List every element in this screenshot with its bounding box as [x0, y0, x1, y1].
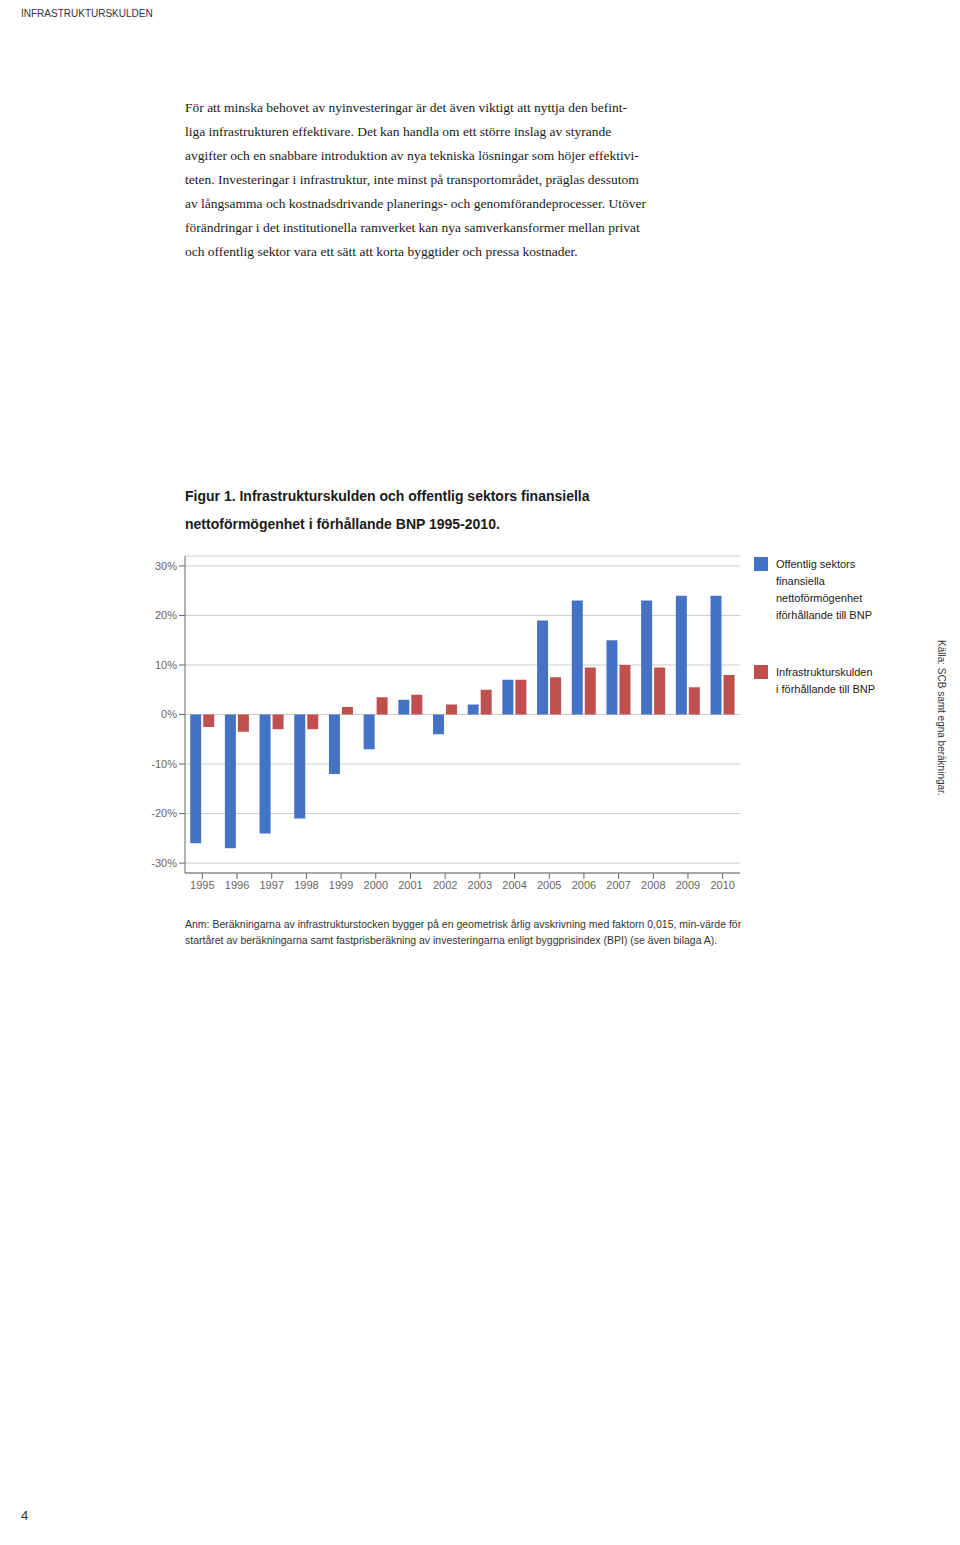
svg-text:2010: 2010 — [710, 879, 734, 891]
svg-text:20%: 20% — [155, 609, 177, 621]
html-text:Anm: Beräkningarna av infrastr: Anm: Beräkningarna av infrastrukturstock… — [185, 918, 742, 946]
svg-text:2005: 2005 — [537, 879, 561, 891]
svg-text:2000: 2000 — [364, 879, 388, 891]
svg-text:2001: 2001 — [398, 879, 422, 891]
svg-text:1997: 1997 — [259, 879, 283, 891]
html-text:Figur 1. Infrastrukturskulden: Figur 1. Infrastrukturskulden och offent… — [185, 488, 590, 532]
svg-text:1995: 1995 — [190, 879, 214, 891]
svg-text:-10%: -10% — [151, 758, 177, 770]
svg-text:2004: 2004 — [502, 879, 526, 891]
svg-text:1999: 1999 — [329, 879, 353, 891]
svg-text:2003: 2003 — [468, 879, 492, 891]
html-text:Infrastrukturskulden i förhåll: Infrastrukturskulden i förhållande till … — [776, 666, 876, 695]
html-text:Källa: SCB samt egna beräkning: Källa: SCB samt egna beräkningar. — [936, 640, 947, 796]
svg-text:-30%: -30% — [151, 857, 177, 869]
html-text:INFRASTRUKTURSKULDEN: INFRASTRUKTURSKULDEN — [21, 8, 153, 19]
svg-text:1998: 1998 — [294, 879, 318, 891]
svg-text:2009: 2009 — [676, 879, 700, 891]
svg-text:-20%: -20% — [151, 807, 177, 819]
svg-text:1996: 1996 — [225, 879, 249, 891]
html-text:Offentlig sektors finansiella: Offentlig sektors finansiella nettoförmö… — [776, 558, 872, 621]
svg-text:2007: 2007 — [606, 879, 630, 891]
svg-text:2006: 2006 — [572, 879, 596, 891]
svg-text:2002: 2002 — [433, 879, 457, 891]
html-text:För att minska behovet av nyin: För att minska behovet av nyinvesteringa… — [185, 100, 647, 259]
svg-text:10%: 10% — [155, 659, 177, 671]
svg-text:30%: 30% — [155, 560, 177, 572]
svg-text:2008: 2008 — [641, 879, 665, 891]
html-text:4: 4 — [21, 1508, 29, 1523]
svg-text:0%: 0% — [161, 708, 177, 720]
